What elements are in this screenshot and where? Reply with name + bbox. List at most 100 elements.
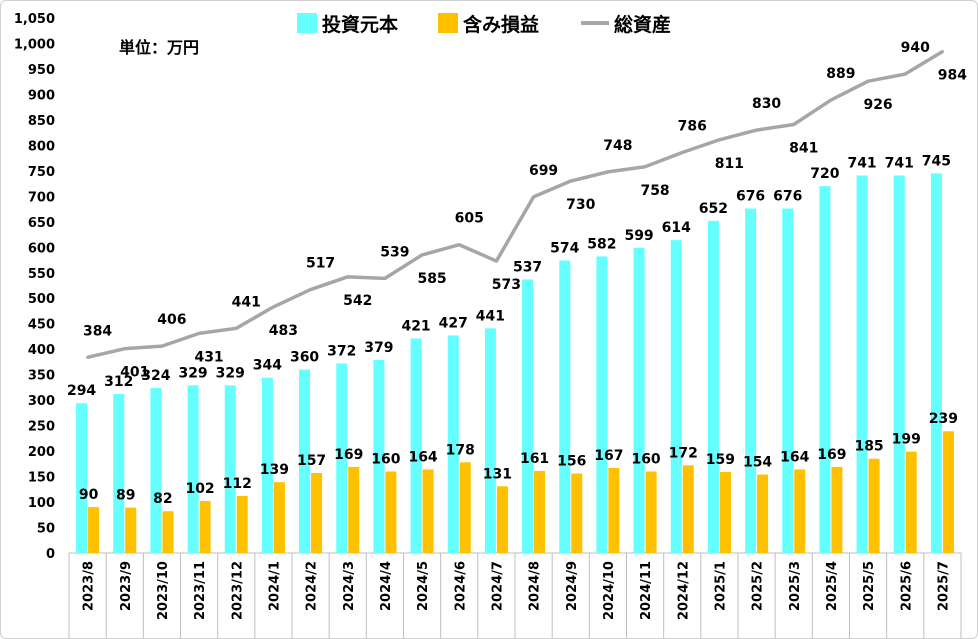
data-label-unrealized: 164 bbox=[408, 449, 437, 465]
data-label-unrealized: 157 bbox=[297, 453, 326, 469]
bar-principal bbox=[113, 394, 125, 553]
point-total-assets bbox=[160, 344, 164, 348]
legend-label-total: 総資産 bbox=[614, 13, 671, 36]
data-label-total-assets: 889 bbox=[826, 66, 855, 82]
y-tick-label: 850 bbox=[28, 114, 55, 129]
bar-principal bbox=[261, 377, 273, 553]
bar-unrealized bbox=[311, 473, 323, 553]
bar-unrealized bbox=[385, 471, 397, 553]
data-label-unrealized: 131 bbox=[483, 466, 512, 482]
x-tick-label: 2023/11 bbox=[193, 561, 208, 620]
bar-principal bbox=[819, 186, 831, 553]
x-tick-label: 2025/4 bbox=[825, 561, 840, 611]
bar-principal bbox=[930, 173, 942, 553]
data-label-total-assets: 517 bbox=[306, 256, 335, 272]
data-label-total-assets: 483 bbox=[269, 323, 298, 339]
y-tick-label: 900 bbox=[28, 88, 55, 103]
x-tick-label: 2024/10 bbox=[602, 561, 617, 620]
point-total-assets bbox=[457, 243, 461, 247]
x-axis: 2023/8 2023/9 2023/10 2023/11 2023/12 2024/1 2… bbox=[68, 553, 962, 638]
line-total-assets bbox=[87, 50, 944, 360]
legend: 投資元本 含み損益 総資産 bbox=[297, 13, 671, 36]
bar-unrealized bbox=[905, 451, 917, 553]
data-label-unrealized: 172 bbox=[669, 445, 698, 461]
bar-unrealized bbox=[162, 511, 174, 553]
bar-principal bbox=[522, 279, 534, 553]
data-label-total-assets: 940 bbox=[901, 40, 930, 56]
y-tick-label: 200 bbox=[28, 445, 55, 460]
data-label-principal: 741 bbox=[885, 155, 914, 171]
data-label-total-assets: 841 bbox=[789, 140, 818, 156]
point-total-assets bbox=[755, 128, 759, 132]
data-label-unrealized: 102 bbox=[185, 481, 214, 497]
x-tick-label: 2024/12 bbox=[676, 561, 691, 620]
data-label-unrealized: 139 bbox=[260, 462, 289, 478]
y-tick-label: 400 bbox=[28, 343, 55, 358]
bar-unrealized bbox=[794, 469, 806, 553]
data-label-unrealized: 160 bbox=[371, 451, 400, 467]
data-label-total-assets: 786 bbox=[678, 119, 707, 135]
legend-swatch-principal bbox=[297, 13, 317, 33]
bar-principal bbox=[336, 363, 348, 553]
bar-principal bbox=[670, 240, 682, 553]
point-total-assets bbox=[271, 305, 275, 309]
data-label-principal: 741 bbox=[847, 155, 876, 171]
y-tick-label: 150 bbox=[28, 471, 55, 486]
data-label-total-assets: 926 bbox=[863, 97, 892, 113]
x-tick-label: 2024/5 bbox=[416, 561, 431, 611]
data-label-principal: 360 bbox=[290, 350, 319, 366]
data-label-unrealized: 156 bbox=[557, 454, 586, 470]
data-label-total-assets: 811 bbox=[715, 156, 744, 172]
bar-unrealized bbox=[831, 466, 843, 553]
data-label-principal: 614 bbox=[662, 220, 691, 236]
data-label-total-assets: 984 bbox=[938, 68, 967, 84]
data-label-total-assets: 441 bbox=[232, 294, 261, 310]
x-tick-label: 2024/2 bbox=[305, 561, 320, 611]
data-label-principal: 745 bbox=[922, 153, 951, 169]
point-total-assets bbox=[903, 72, 907, 76]
x-tick-label: 2024/4 bbox=[379, 561, 394, 611]
point-total-assets bbox=[569, 179, 573, 183]
data-label-unrealized: 164 bbox=[780, 449, 809, 465]
data-label-total-assets: 384 bbox=[83, 323, 112, 339]
y-tick-label: 600 bbox=[28, 241, 55, 256]
bar-principal bbox=[224, 385, 236, 553]
y-tick-label: 650 bbox=[28, 216, 55, 231]
bar-unrealized bbox=[273, 482, 285, 553]
y-tick-label: 0 bbox=[46, 547, 55, 562]
x-tick-label: 2024/6 bbox=[453, 561, 468, 611]
data-label-principal: 582 bbox=[587, 236, 616, 252]
data-label-total-assets: 542 bbox=[343, 293, 372, 309]
data-label-principal: 379 bbox=[364, 340, 393, 356]
point-total-assets bbox=[494, 259, 498, 263]
point-total-assets bbox=[123, 347, 127, 351]
data-label-unrealized: 160 bbox=[631, 451, 660, 467]
data-label-unrealized: 90 bbox=[79, 487, 99, 503]
data-label-unrealized: 199 bbox=[892, 432, 921, 448]
x-tick-label: 2023/9 bbox=[119, 561, 134, 611]
data-label-principal: 421 bbox=[401, 318, 430, 334]
x-tick-label: 2024/3 bbox=[342, 561, 357, 611]
data-label-principal: 329 bbox=[178, 365, 207, 381]
bar-series bbox=[76, 173, 954, 554]
data-label-principal: 329 bbox=[216, 365, 245, 381]
point-total-assets bbox=[234, 326, 238, 330]
bar-principal bbox=[410, 338, 422, 553]
bar-unrealized bbox=[459, 462, 471, 553]
x-tick-label: 2024/9 bbox=[565, 561, 580, 611]
point-total-assets bbox=[86, 355, 90, 359]
data-labels: 294 312 324 329 329 344 360 372 379 421 427 441 537 5… bbox=[67, 40, 967, 507]
y-tick-label: 500 bbox=[28, 292, 55, 307]
data-label-principal: 676 bbox=[773, 189, 802, 205]
data-label-unrealized: 169 bbox=[334, 447, 363, 463]
bar-unrealized bbox=[608, 467, 620, 553]
x-tick-label: 2025/1 bbox=[713, 561, 728, 611]
data-label-principal: 574 bbox=[550, 241, 579, 257]
data-label-total-assets: 573 bbox=[492, 277, 521, 293]
data-label-total-assets: 748 bbox=[603, 138, 632, 154]
data-label-unrealized: 82 bbox=[153, 491, 172, 507]
data-label-principal: 324 bbox=[141, 368, 170, 384]
data-label-unrealized: 178 bbox=[446, 442, 475, 458]
point-total-assets bbox=[866, 79, 870, 83]
